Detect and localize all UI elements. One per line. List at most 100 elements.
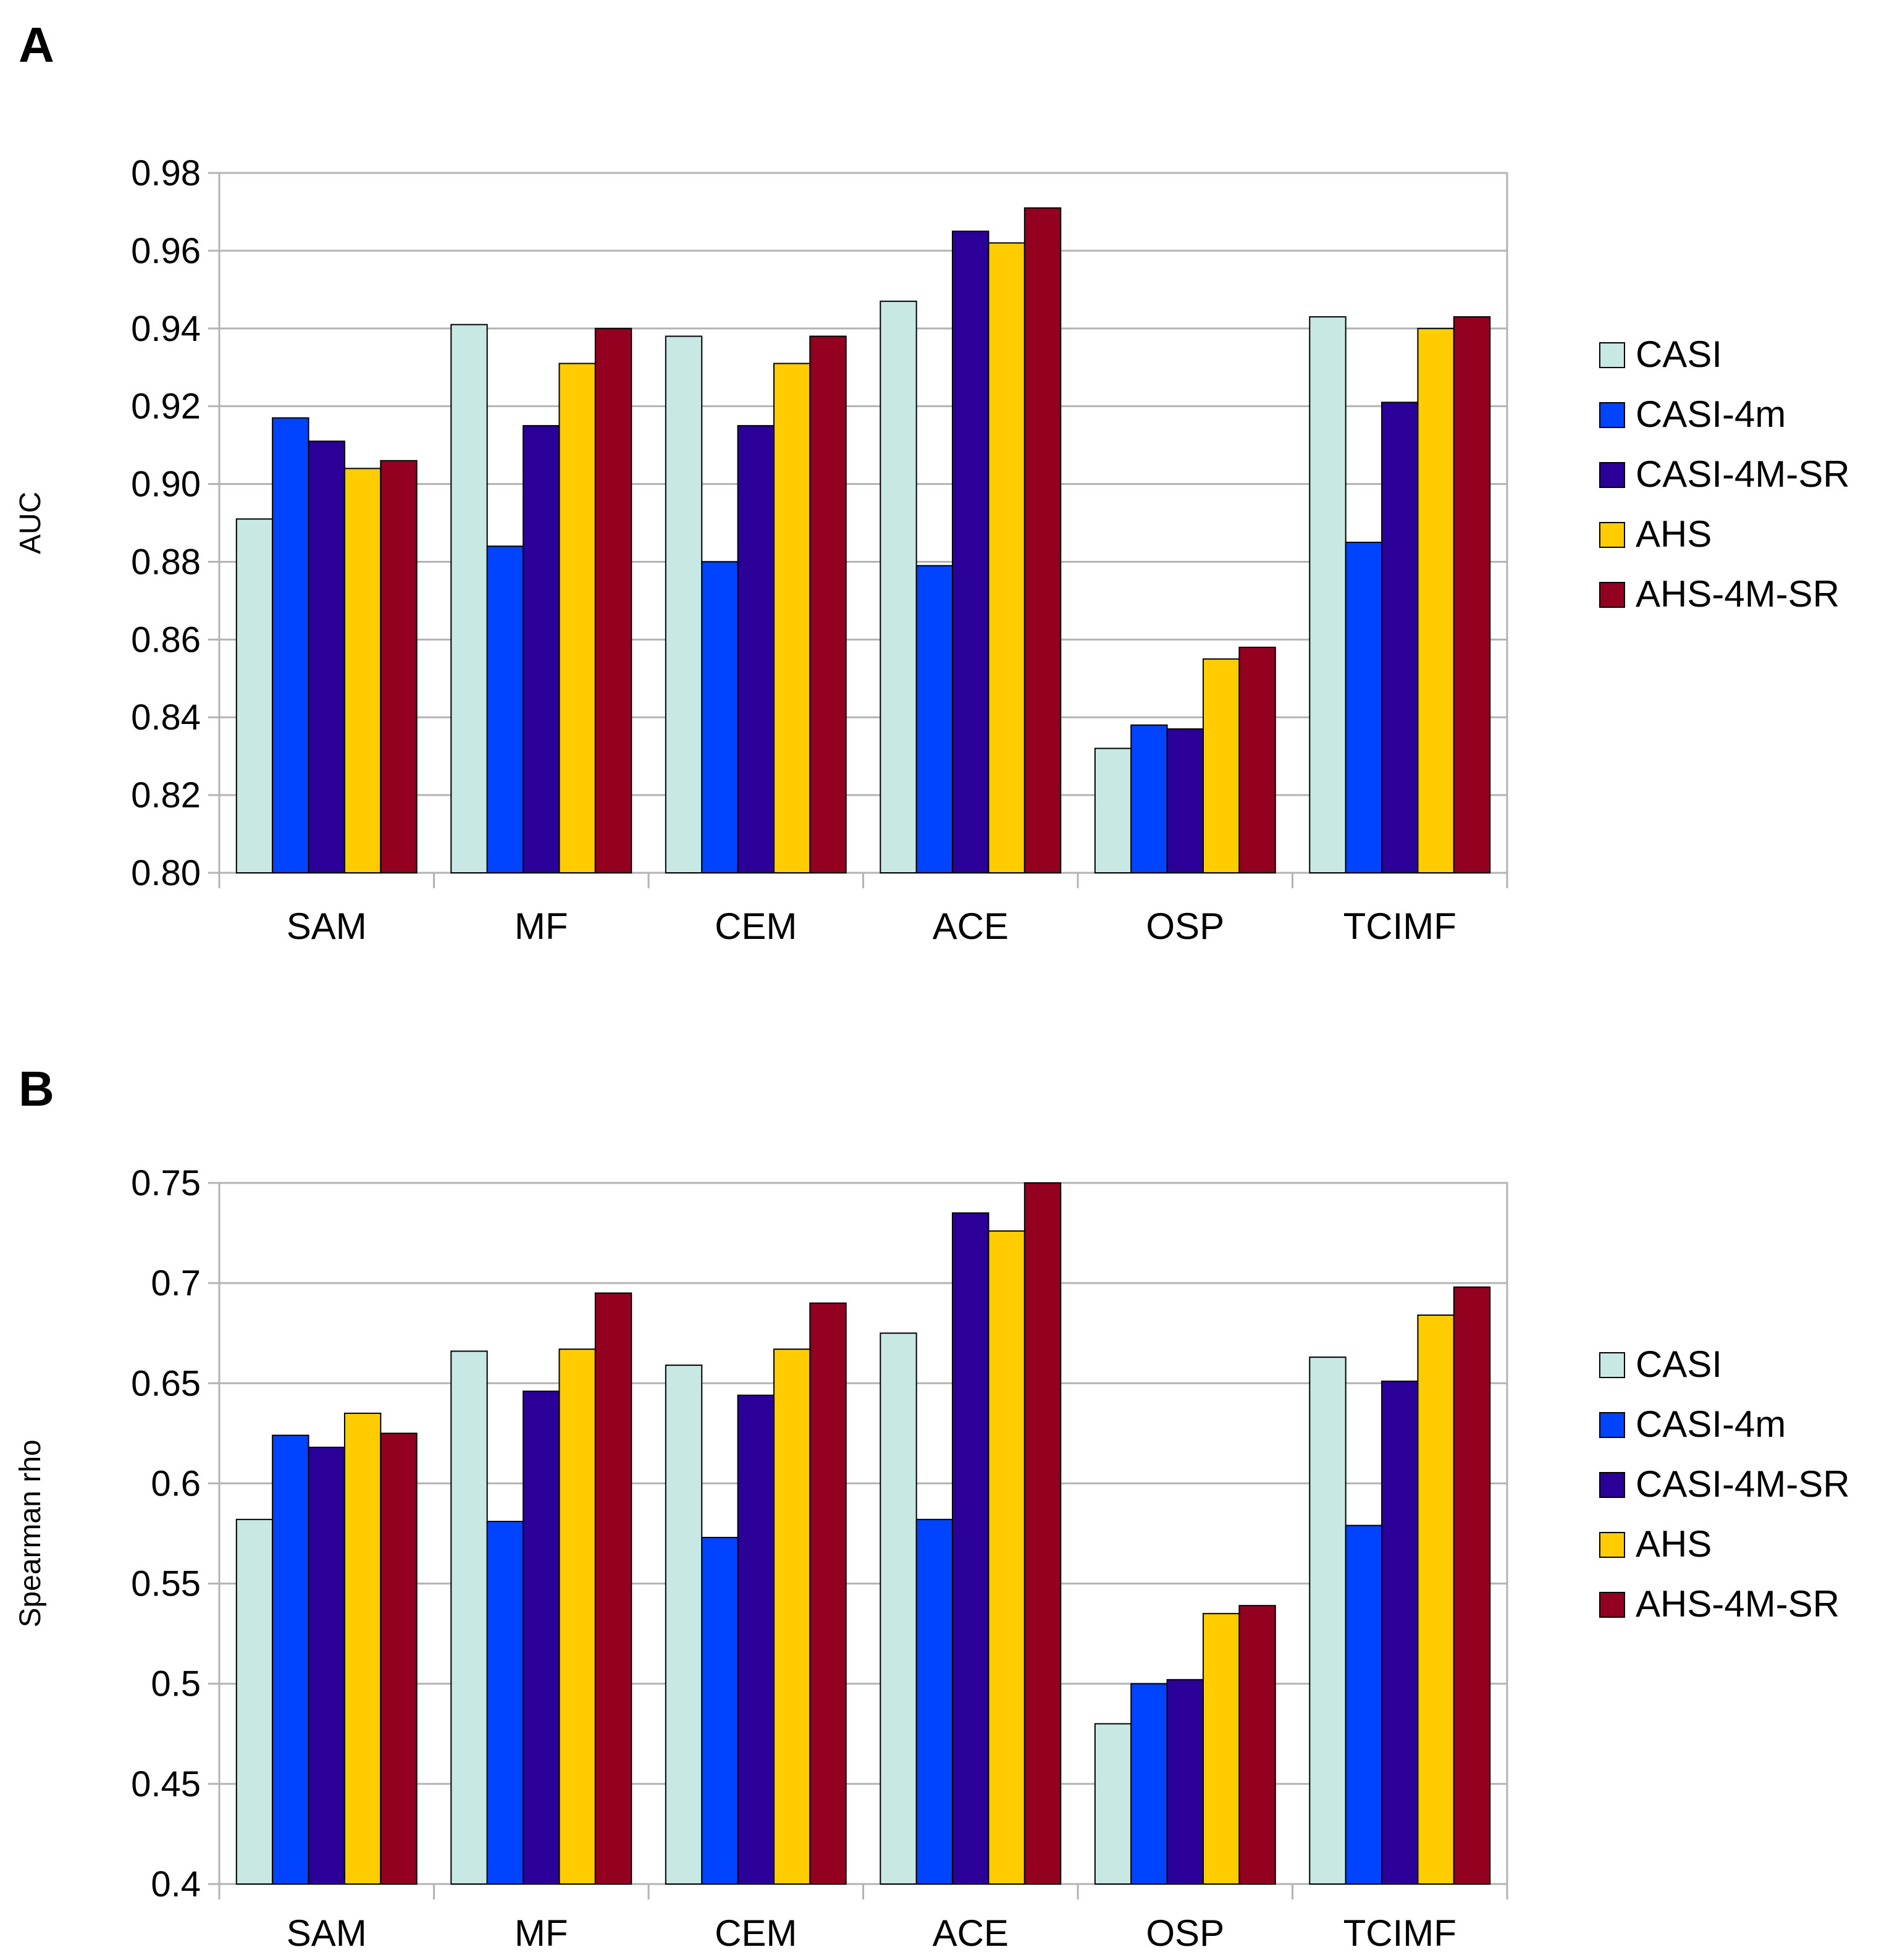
bar-casi-4m-sr-osp xyxy=(1166,728,1204,874)
bar-casi-ace xyxy=(880,1332,917,1885)
bar-casi-sam xyxy=(235,518,274,873)
y-tick-label: 0.45 xyxy=(131,1764,201,1804)
bar-casi-4m-ace xyxy=(915,1518,954,1885)
bar-ahs-tcimf xyxy=(1417,1314,1455,1885)
y-tick-label: 0.82 xyxy=(131,775,201,815)
bar-casi-cem xyxy=(665,335,703,873)
legend-swatch xyxy=(1599,1352,1625,1378)
x-category-label: CEM xyxy=(715,906,797,947)
bar-casi-cem xyxy=(665,1365,703,1885)
x-category-label: OSP xyxy=(1146,1912,1224,1954)
y-tick-label: 0.55 xyxy=(131,1564,201,1604)
bar-ahs-mf xyxy=(558,363,596,873)
bar-ahs-4m-sr-sam xyxy=(380,1432,418,1885)
legend-label: AHS xyxy=(1636,1523,1712,1565)
legend-label: CASI xyxy=(1636,1344,1722,1385)
bar-casi-tcimf xyxy=(1309,1356,1347,1885)
bar-ahs-cem xyxy=(773,363,811,873)
bar-ahs-ace xyxy=(988,1230,1025,1885)
bar-casi-osp xyxy=(1094,1723,1132,1885)
bar-casi-4m-cem xyxy=(701,561,739,873)
legend-swatch xyxy=(1599,402,1625,428)
legend-label: AHS-4M-SR xyxy=(1636,573,1839,615)
bar-casi-4m-mf xyxy=(486,1521,524,1885)
bar-casi-4m-sr-cem xyxy=(737,1394,775,1885)
bar-ahs-4m-sr-cem xyxy=(809,1302,847,1885)
legend-swatch xyxy=(1599,522,1625,548)
legend-swatch xyxy=(1599,462,1625,488)
bar-ahs-4m-sr-mf xyxy=(594,327,633,873)
x-category-label: MF xyxy=(515,906,568,947)
legend-label: CASI-4m xyxy=(1636,1403,1786,1445)
bar-casi-4m-tcimf xyxy=(1345,1525,1383,1885)
x-category-label: SAM xyxy=(287,1912,367,1954)
bar-ahs-4m-sr-osp xyxy=(1238,646,1276,874)
y-tick-label: 0.6 xyxy=(151,1463,201,1504)
x-category-label: TCIMF xyxy=(1343,1912,1456,1954)
bar-ahs-mf xyxy=(558,1348,596,1885)
bar-casi-tcimf xyxy=(1309,316,1347,873)
y-tick-label: 0.65 xyxy=(131,1363,201,1403)
legend-label: AHS xyxy=(1636,513,1712,555)
bar-ahs-4m-sr-osp xyxy=(1238,1605,1276,1885)
bar-ahs-4m-sr-ace xyxy=(1023,207,1062,873)
bar-casi-4m-sr-tcimf xyxy=(1381,402,1419,873)
bar-casi-4m-sam xyxy=(272,1434,309,1885)
legend: CASI CASI-4m CASI-4M-SR AHS AHS-4M-SR xyxy=(1599,334,1850,615)
bar-casi-4m-sr-mf xyxy=(523,1390,560,1885)
bar-ahs-4m-sr-sam xyxy=(380,460,418,873)
y-axis-title: AUC xyxy=(14,492,47,554)
y-tick-label: 0.98 xyxy=(131,153,201,193)
legend-swatch xyxy=(1599,1472,1625,1498)
x-category-label: CEM xyxy=(715,1912,797,1954)
bar-casi-4m-sr-sam xyxy=(308,440,345,873)
legend-label: CASI-4m xyxy=(1636,393,1786,435)
panel-letter: B xyxy=(19,1061,54,1116)
bar-casi-mf xyxy=(450,324,488,873)
y-tick-label: 0.84 xyxy=(131,697,201,738)
bar-ahs-cem xyxy=(773,1348,811,1885)
chart-panel-b: B 0.4 0.45 0.5 0.55 0.6 0.65 0.7 0.75 Spearman rh… xyxy=(14,1061,1850,1954)
y-axis-title: Spearman rho xyxy=(14,1439,47,1627)
legend-label: AHS-4M-SR xyxy=(1636,1583,1839,1625)
y-tick-label: 0.5 xyxy=(151,1664,201,1704)
y-tick-label: 0.94 xyxy=(131,309,201,349)
x-category-label: TCIMF xyxy=(1343,906,1456,947)
legend-label: CASI-4M-SR xyxy=(1636,1463,1850,1505)
bar-ahs-4m-sr-ace xyxy=(1023,1182,1062,1885)
x-category-label: OSP xyxy=(1146,906,1224,947)
legend-label: CASI-4M-SR xyxy=(1636,453,1850,495)
bar-casi-4m-sr-mf xyxy=(523,425,560,873)
bar-casi-4m-osp xyxy=(1130,1683,1168,1885)
y-tick-label: 0.88 xyxy=(131,542,201,582)
bar-casi-4m-osp xyxy=(1130,724,1168,874)
bar-casi-4m-sr-sam xyxy=(308,1447,345,1885)
bar-casi-4m-tcimf xyxy=(1345,541,1383,873)
x-category-label: ACE xyxy=(933,1912,1009,1954)
bar-casi-4m-sr-tcimf xyxy=(1381,1381,1419,1885)
bar-casi-4m-sr-ace xyxy=(952,1212,990,1885)
bar-casi-4m-cem xyxy=(701,1536,739,1885)
bar-casi-4m-mf xyxy=(486,545,524,873)
legend-swatch xyxy=(1599,1532,1625,1558)
bar-casi-4m-sr-osp xyxy=(1166,1679,1204,1885)
bar-ahs-4m-sr-tcimf xyxy=(1453,316,1491,873)
legend: CASI CASI-4m CASI-4M-SR AHS AHS-4M-SR xyxy=(1599,1344,1850,1625)
bar-casi-4m-sr-cem xyxy=(737,425,775,873)
bar-casi-4m-sr-ace xyxy=(952,230,990,874)
bar-casi-4m-sam xyxy=(272,417,309,873)
bar-casi-4m-ace xyxy=(915,565,954,873)
legend-swatch xyxy=(1599,1412,1625,1438)
legend-swatch xyxy=(1599,582,1625,608)
x-category-label: SAM xyxy=(287,906,367,947)
y-tick-label: 0.4 xyxy=(151,1864,201,1904)
bar-ahs-ace xyxy=(988,242,1025,873)
x-category-label: MF xyxy=(515,1912,568,1954)
bar-ahs-sam xyxy=(343,468,382,873)
bar-casi-mf xyxy=(450,1350,488,1885)
bar-ahs-tcimf xyxy=(1417,327,1455,873)
bar-casi-ace xyxy=(880,300,917,873)
bar-ahs-sam xyxy=(343,1412,382,1885)
bar-casi-sam xyxy=(235,1518,274,1885)
legend-label: CASI xyxy=(1636,334,1722,375)
